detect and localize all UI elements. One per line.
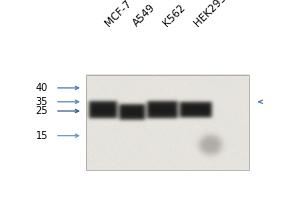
Text: 35: 35 — [36, 97, 48, 107]
Text: A549: A549 — [132, 2, 158, 29]
Text: 40: 40 — [36, 83, 48, 93]
Text: 25: 25 — [35, 106, 48, 116]
Text: MCF-7: MCF-7 — [104, 0, 134, 29]
Text: K562: K562 — [162, 3, 188, 29]
Bar — [86, 75, 249, 170]
Text: HEK293: HEK293 — [192, 0, 228, 29]
Text: 15: 15 — [36, 131, 48, 141]
